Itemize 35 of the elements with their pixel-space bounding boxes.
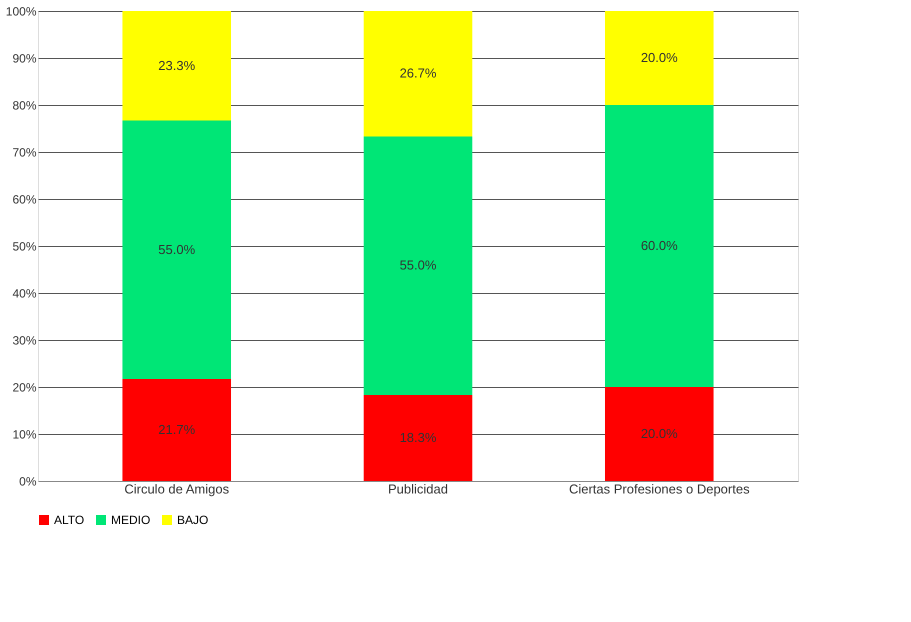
x-tick-label: Ciertas Profesiones o Deportes [568, 482, 750, 496]
bar [364, 136, 472, 395]
x-tick-label: Publicidad [388, 482, 448, 496]
legend-label: ALTO [54, 513, 84, 527]
y-tick-label: 0% [19, 474, 37, 488]
data-label: 55.0% [158, 242, 196, 257]
bar [604, 387, 714, 481]
data-label: 21.7% [158, 422, 196, 438]
y-tick-label: 20% [12, 380, 37, 394]
legend-label: MEDIO [111, 513, 150, 527]
y-tick-label: 70% [12, 146, 37, 160]
y-tick-label: 90% [12, 52, 37, 66]
data-label: 26.7% [400, 66, 437, 81]
data-label: 55.0% [400, 258, 437, 273]
bar [122, 120, 232, 380]
y-tick-label: 60% [12, 192, 37, 206]
bar [122, 379, 232, 481]
data-label: 20.0% [640, 50, 678, 65]
data-label: 23.3% [158, 58, 196, 73]
bar [604, 11, 714, 105]
data-label: 60.0% [640, 238, 678, 253]
bar [604, 105, 714, 387]
bar [364, 11, 472, 136]
data-label: 18.3% [400, 430, 437, 445]
y-tick-label: 30% [12, 334, 37, 348]
y-tick-label: 10% [12, 428, 37, 442]
y-tick-label: 100% [6, 4, 37, 18]
legend-label: BAJO [177, 513, 208, 527]
data-label: 20.0% [640, 426, 678, 441]
y-tick-label: 40% [12, 286, 37, 300]
bar [364, 394, 472, 481]
bar [122, 11, 232, 121]
y-tick-label: 50% [12, 240, 37, 254]
y-tick-label: 80% [12, 98, 37, 112]
x-tick-label: Circulo de Amigos [124, 482, 230, 496]
